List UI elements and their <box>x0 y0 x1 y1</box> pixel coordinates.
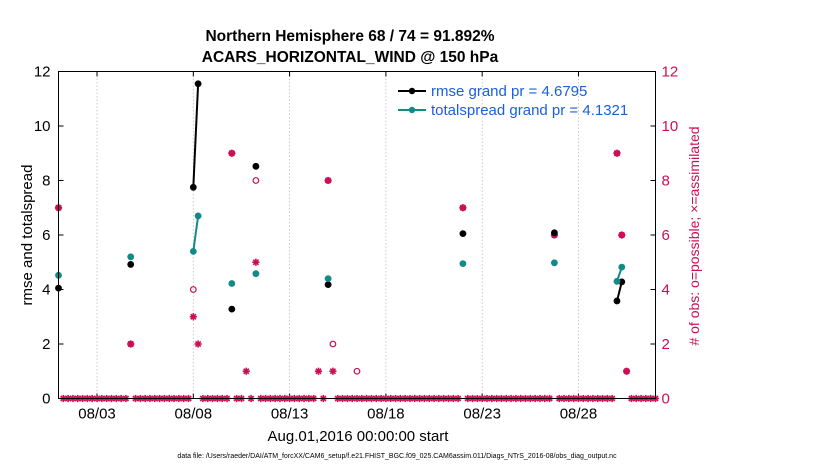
legend-totalspread-label: totalspread grand pr = 4.1321 <box>431 102 628 119</box>
obs-assimilated-marker <box>242 367 250 375</box>
totalspread-point <box>459 260 467 268</box>
rmse-point <box>189 183 197 191</box>
rmse-point <box>228 305 236 313</box>
x-tick-label: 08/28 <box>560 406 598 423</box>
obs-assimilated-marker <box>618 231 626 239</box>
totalspread-point <box>550 259 558 267</box>
rmse-line <box>192 83 200 188</box>
rmse-point <box>550 229 558 237</box>
obs-assimilated-marker <box>194 340 202 348</box>
right-y-tick-label: 2 <box>662 336 670 353</box>
legend: rmse grand pr = 4.6795 totalspread grand… <box>398 83 628 119</box>
totalspread-point <box>252 270 260 278</box>
rmse-point <box>459 230 467 238</box>
obs-possible-marker <box>329 340 337 348</box>
obs-assimilated-marker <box>459 204 467 212</box>
totalspread-point <box>324 275 332 282</box>
chart-title-line1: Northern Hemisphere 68 / 74 = 91.892% <box>205 28 494 45</box>
right-y-tick-label: 12 <box>662 64 679 81</box>
obs-assimilated-marker <box>314 367 323 375</box>
plot-frame-border <box>58 71 656 399</box>
right-y-tick-label: 6 <box>662 227 670 244</box>
x-tick-label: 08/03 <box>78 406 116 423</box>
obs-possible-marker <box>252 177 260 184</box>
right-y-tick-label: 4 <box>662 282 670 299</box>
x-axis: 08/03 08/08 08/13 08/18 08/23 08/28 <box>78 71 598 423</box>
y-tick-label: 8 <box>42 173 50 190</box>
obs-assimilated-marker <box>228 149 236 157</box>
totalspread-point <box>228 280 236 287</box>
x-tick-label: 08/18 <box>367 406 405 423</box>
y-tick-label: 12 <box>34 64 51 81</box>
plot-area <box>58 71 656 399</box>
totalspread-point <box>127 253 135 261</box>
obs-assimilated-marker <box>252 258 260 266</box>
y-tick-label: 4 <box>42 282 50 299</box>
rmse-point <box>127 261 135 268</box>
obs-assimilated-marker <box>623 367 631 375</box>
obs-assimilated-marker <box>189 313 197 321</box>
totalspread-point <box>618 263 626 271</box>
obs-assimilated-marker <box>127 340 135 348</box>
y-tick-label: 2 <box>42 336 50 353</box>
obs-assimilated-marker <box>329 367 337 375</box>
y-tick-label: 10 <box>34 118 51 135</box>
left-y-axis: 0 2 4 6 8 10 12 <box>34 64 64 408</box>
obs-assimilated-marker <box>324 176 332 185</box>
totalspread-line <box>192 215 200 252</box>
right-y-tick-label: 10 <box>662 118 679 135</box>
totalspread-point <box>189 247 197 255</box>
x-tick-label: 08/08 <box>175 406 213 423</box>
x-tick-label: 08/13 <box>271 406 309 423</box>
rmse-point <box>324 281 332 288</box>
data-file-footer: data file: /Users/raeder/DAI/ATM_forcXX/… <box>177 453 617 460</box>
x-tick-label: 08/23 <box>463 406 501 423</box>
rmse-point <box>613 297 621 305</box>
right-y-tick-label: 0 <box>662 391 670 408</box>
rmse-point <box>252 162 260 170</box>
chart-title-line2: ACARS_HORIZONTAL_WIND @ 150 hPa <box>202 49 499 66</box>
totalspread-point <box>613 277 621 285</box>
y-tick-label: 0 <box>42 391 50 408</box>
right-y-axis-label: # of obs: o=possible; ×=assimilated <box>686 126 702 345</box>
rmse-point <box>194 80 202 88</box>
obs-possible-marker <box>353 367 361 375</box>
legend-rmse-marker <box>408 87 416 95</box>
obs-assimilated-marker <box>613 149 621 157</box>
legend-totalspread-marker <box>408 106 416 114</box>
obs-possible-marker <box>189 286 197 293</box>
totalspread-point <box>194 212 202 220</box>
y-tick-label: 6 <box>42 227 50 244</box>
y-axis-label: rmse and totalspread <box>19 165 36 306</box>
legend-rmse-label: rmse grand pr = 4.6795 <box>431 83 587 100</box>
right-y-tick-label: 8 <box>662 173 670 190</box>
x-axis-label: Aug.01,2016 00:00:00 start <box>268 428 450 445</box>
